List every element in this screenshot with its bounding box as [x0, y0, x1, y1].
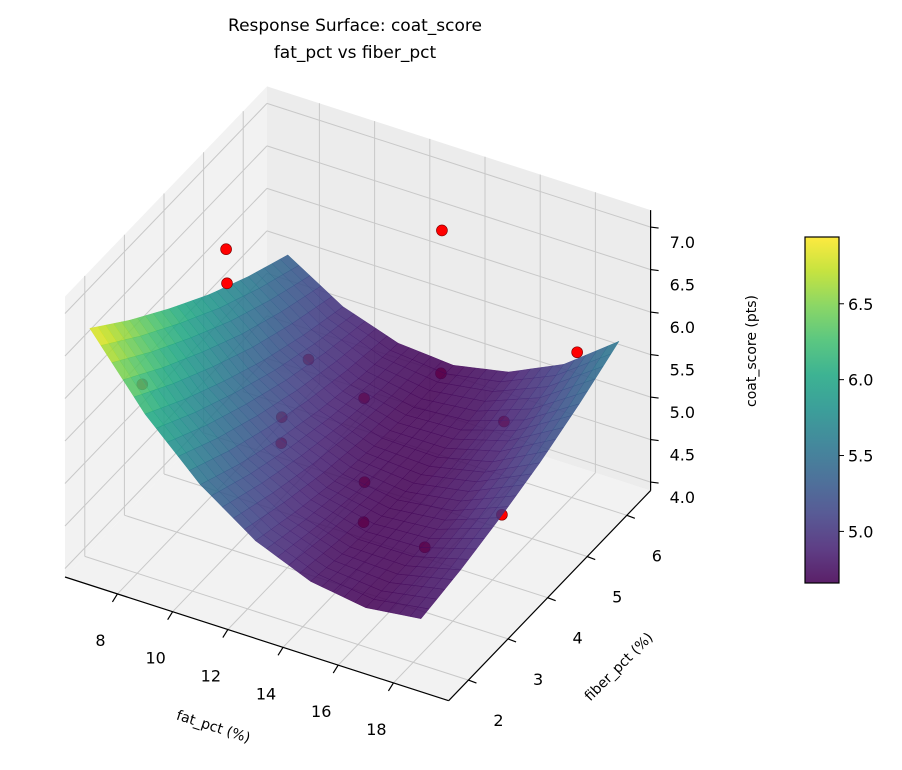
z-tick-label: 7.0 — [670, 233, 695, 252]
x-tick-mark — [111, 593, 118, 603]
data-point — [220, 243, 232, 256]
y-axis-line — [448, 490, 652, 702]
z-axis-label: coat_score (pts) — [744, 295, 760, 407]
data-point — [571, 346, 583, 359]
z-tick-mark — [650, 268, 659, 272]
grid-line-z — [266, 230, 651, 356]
z-tick-mark — [650, 396, 659, 399]
z-tick-label: 4.5 — [670, 446, 695, 465]
z-tick-mark — [650, 353, 659, 357]
chart-subtitle: fat_pct vs fiber_pct — [274, 43, 437, 63]
grid-line-z — [64, 145, 268, 357]
colorbar-tick-label: 5.5 — [848, 447, 873, 466]
z-tick-label: 4.0 — [670, 488, 695, 507]
colorbar-gradient — [804, 236, 840, 584]
z-tick-mark — [650, 438, 659, 442]
x-tick-mark — [332, 664, 339, 674]
y-tick-label: 5 — [612, 588, 622, 607]
grid-line-z — [266, 187, 651, 313]
surface-patch — [409, 606, 430, 619]
z-tick-mark — [650, 311, 659, 314]
grid-line-y — [84, 555, 469, 681]
x-tick-label: 10 — [145, 649, 165, 668]
y-axis-label: fiber_pct (%) — [582, 630, 657, 705]
y-tick-label: 2 — [493, 711, 503, 730]
y-tick-label: 4 — [573, 629, 583, 648]
colorbar-tick-label: 5.0 — [848, 522, 873, 541]
colorbar: 5.0 5.5 6.0 6.5 — [804, 236, 873, 584]
grid-line-z — [266, 145, 651, 271]
z-tick-label: 5.0 — [670, 403, 695, 422]
z-tick-label: 6.0 — [670, 318, 695, 337]
x-axis-label: fat_pct (%) — [174, 708, 252, 747]
data-point — [221, 277, 233, 290]
y-tick-label: 3 — [533, 670, 543, 689]
y-tick-mark — [587, 555, 596, 561]
grid-line-z — [64, 103, 268, 314]
y-tick-mark — [547, 597, 556, 602]
x-tick-mark — [387, 682, 394, 692]
x-tick-label: 16 — [311, 702, 331, 721]
x-tick-mark — [222, 629, 229, 638]
z-tick-label: 6.5 — [670, 276, 695, 295]
scatter-points-front — [220, 224, 583, 359]
y-tick-label: 6 — [652, 546, 662, 565]
data-point — [436, 224, 448, 237]
x-tick-mark — [277, 646, 284, 656]
axes: 8 10 12 14 16 18 2 3 4 5 6 4.0 4.5 5.0 5.5 6.0 6.5 7.0 — [64, 210, 695, 739]
x-tick-label: 18 — [366, 720, 386, 739]
x-axis-line — [64, 576, 449, 702]
z-tick-mark — [650, 481, 659, 484]
x-tick-mark — [167, 611, 174, 621]
grid-line-z — [266, 102, 651, 228]
x-tick-label: 8 — [95, 631, 105, 650]
y-tick-mark — [626, 514, 636, 519]
z-tick-label: 5.5 — [670, 361, 695, 380]
grid-line-z — [64, 188, 268, 399]
x-tick-label: 14 — [256, 684, 276, 703]
colorbar-tick-label: 6.5 — [848, 295, 873, 314]
grid-line-x — [393, 472, 596, 684]
y-tick-mark — [507, 638, 517, 643]
x-tick-label: 12 — [201, 667, 221, 686]
surface — [89, 254, 620, 619]
y-tick-mark — [468, 679, 477, 684]
chart-title: Response Surface: coat_score — [228, 16, 482, 36]
colorbar-tick-label: 6.0 — [848, 371, 873, 390]
z-tick-mark — [650, 226, 659, 229]
